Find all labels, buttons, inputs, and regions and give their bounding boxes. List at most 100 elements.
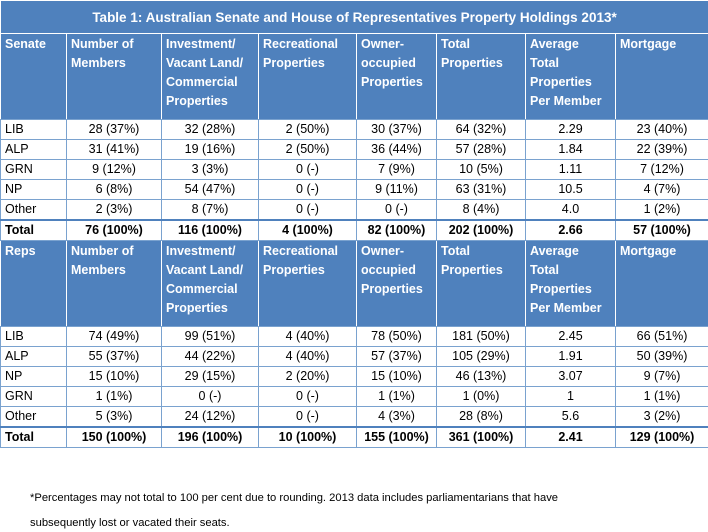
column-header: Number of Members bbox=[66, 33, 162, 120]
total-cell: 155 (100%) bbox=[356, 426, 437, 448]
column-header: Recreational Properties bbox=[258, 240, 357, 327]
total-cell: 82 (100%) bbox=[356, 219, 437, 241]
table-row: LIB 74 (49%) 99 (51%) 4 (40%) 78 (50%) 181 (5… bbox=[0, 326, 708, 347]
table-cell: 2 (3%) bbox=[66, 199, 162, 221]
column-header: Total Properties bbox=[436, 240, 526, 327]
column-header: Number of Members bbox=[66, 240, 162, 327]
party-label: LIB bbox=[0, 326, 67, 347]
table-cell: 29 (15%) bbox=[161, 366, 259, 387]
total-cell: 76 (100%) bbox=[66, 219, 162, 241]
total-cell: 57 (100%) bbox=[614, 219, 708, 241]
table-cell: 0 (-) bbox=[258, 179, 357, 200]
table-cell: 99 (51%) bbox=[161, 326, 259, 347]
table-cell: 6 (8%) bbox=[66, 179, 162, 200]
column-header: Mortgage bbox=[614, 33, 708, 120]
table-cell: 44 (22%) bbox=[161, 346, 259, 367]
party-label: LIB bbox=[0, 119, 67, 140]
table-row: ALP 55 (37%) 44 (22%) 4 (40%) 57 (37%) 105 (2… bbox=[0, 346, 708, 367]
table-row: ALP 31 (41%) 19 (16%) 2 (50%) 36 (44%) 57 (28… bbox=[0, 139, 708, 160]
table-cell: 1 (2%) bbox=[614, 199, 708, 221]
table-cell: 4 (40%) bbox=[258, 346, 357, 367]
table-cell: 7 (12%) bbox=[614, 159, 708, 180]
table-cell: 8 (7%) bbox=[161, 199, 259, 221]
party-label: GRN bbox=[0, 386, 67, 407]
table-cell: 3 (2%) bbox=[614, 406, 708, 428]
table-cell: 0 (-) bbox=[258, 159, 357, 180]
table-cell: 2 (50%) bbox=[258, 119, 357, 140]
table-cell: 5.6 bbox=[525, 406, 616, 428]
table-cell: 1 (1%) bbox=[356, 386, 437, 407]
party-label: GRN bbox=[0, 159, 67, 180]
table-cell: 4 (7%) bbox=[614, 179, 708, 200]
total-cell: 116 (100%) bbox=[161, 219, 259, 241]
table-cell: 0 (-) bbox=[258, 386, 357, 407]
table-cell: 2 (50%) bbox=[258, 139, 357, 160]
table-cell: 9 (7%) bbox=[614, 366, 708, 387]
table-row: LIB 28 (37%) 32 (28%) 2 (50%) 30 (37%) 64 (32… bbox=[0, 119, 708, 140]
column-header: Average Total Properties Per Member bbox=[525, 33, 616, 120]
total-cell: 202 (100%) bbox=[436, 219, 526, 241]
table-cell: 1.11 bbox=[525, 159, 616, 180]
table-cell: 66 (51%) bbox=[614, 326, 708, 347]
party-label: Other bbox=[0, 406, 67, 428]
footnote-continuation: subsequently lost or vacated their seats… bbox=[30, 517, 230, 529]
table-row: GRN 9 (12%) 3 (3%) 0 (-) 7 (9%) 10 (5%) 1.11 7 … bbox=[0, 159, 708, 180]
party-label: ALP bbox=[0, 139, 67, 160]
table-cell: 10 (5%) bbox=[436, 159, 526, 180]
table-cell: 0 (-) bbox=[356, 199, 437, 221]
table-cell: 46 (13%) bbox=[436, 366, 526, 387]
table-cell: 2.45 bbox=[525, 326, 616, 347]
total-cell: 4 (100%) bbox=[258, 219, 357, 241]
table-cell: 0 (-) bbox=[258, 199, 357, 221]
column-header: Investment/ Vacant Land/ Commercial Prop… bbox=[161, 33, 259, 120]
total-cell: 2.66 bbox=[525, 219, 616, 241]
table-row: NP 15 (10%) 29 (15%) 2 (20%) 15 (10%) 46 (13%… bbox=[0, 366, 708, 387]
table-cell: 4.0 bbox=[525, 199, 616, 221]
footnote: *Percentages may not total to 100 per ce… bbox=[30, 492, 559, 504]
property-holdings-table: Table 1: Australian Senate and House of … bbox=[0, 0, 708, 448]
table-cell: 19 (16%) bbox=[161, 139, 259, 160]
table-cell: 0 (-) bbox=[161, 386, 259, 407]
table-cell: 105 (29%) bbox=[436, 346, 526, 367]
total-label: Total bbox=[0, 219, 67, 241]
table-cell: 15 (10%) bbox=[66, 366, 162, 387]
column-header: Investment/ Vacant Land/ Commercial Prop… bbox=[161, 240, 259, 327]
column-header: Total Properties bbox=[436, 33, 526, 120]
total-label: Total bbox=[0, 426, 67, 448]
table-title: Table 1: Australian Senate and House of … bbox=[0, 0, 708, 34]
column-header: Recreational Properties bbox=[258, 33, 357, 120]
table-cell: 55 (37%) bbox=[66, 346, 162, 367]
party-label: Other bbox=[0, 199, 67, 221]
table-cell: 5 (3%) bbox=[66, 406, 162, 428]
party-label: NP bbox=[0, 179, 67, 200]
party-label: ALP bbox=[0, 346, 67, 367]
column-header: Owner-occupied Properties bbox=[356, 33, 437, 120]
table-cell: 31 (41%) bbox=[66, 139, 162, 160]
table-cell: 1 (0%) bbox=[436, 386, 526, 407]
senate-total-row: Total 76 (100%) 116 (100%) 4 (100%) 82 (100%… bbox=[0, 219, 708, 241]
table-cell: 9 (11%) bbox=[356, 179, 437, 200]
senate-header-row: Senate Number of Members Investment/ Vacan… bbox=[0, 33, 708, 120]
table-cell: 24 (12%) bbox=[161, 406, 259, 428]
table-cell: 28 (37%) bbox=[66, 119, 162, 140]
total-cell: 129 (100%) bbox=[614, 426, 708, 448]
total-cell: 10 (100%) bbox=[258, 426, 357, 448]
table-cell: 28 (8%) bbox=[436, 406, 526, 428]
total-cell: 196 (100%) bbox=[161, 426, 259, 448]
total-cell: 2.41 bbox=[525, 426, 616, 448]
table-cell: 8 (4%) bbox=[436, 199, 526, 221]
table-cell: 50 (39%) bbox=[614, 346, 708, 367]
table-cell: 4 (40%) bbox=[258, 326, 357, 347]
table-cell: 36 (44%) bbox=[356, 139, 437, 160]
table-cell: 1.91 bbox=[525, 346, 616, 367]
table-title-row: Table 1: Australian Senate and House of … bbox=[0, 0, 708, 34]
table-cell: 74 (49%) bbox=[66, 326, 162, 347]
table-cell: 2.29 bbox=[525, 119, 616, 140]
table-cell: 1 (1%) bbox=[66, 386, 162, 407]
table-cell: 181 (50%) bbox=[436, 326, 526, 347]
total-cell: 150 (100%) bbox=[66, 426, 162, 448]
table-cell: 0 (-) bbox=[258, 406, 357, 428]
table-row: NP 6 (8%) 54 (47%) 0 (-) 9 (11%) 63 (31%) 10.5… bbox=[0, 179, 708, 200]
table-cell: 64 (32%) bbox=[436, 119, 526, 140]
